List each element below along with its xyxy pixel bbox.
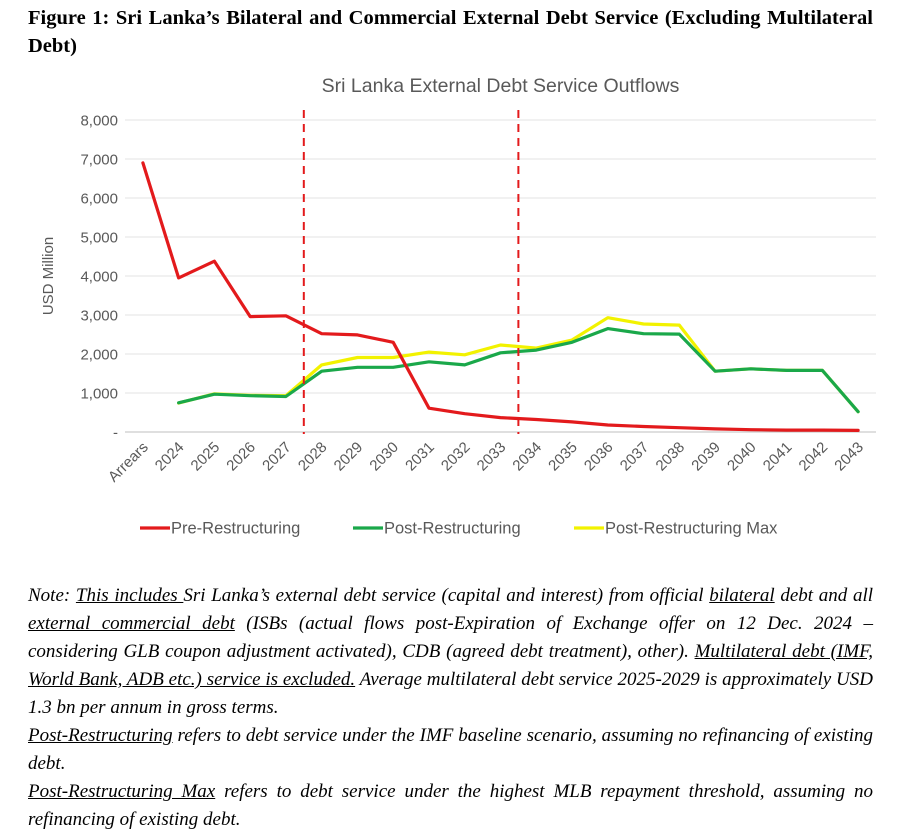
x-tick-label: 2041	[760, 439, 796, 475]
x-tick-label: 2043	[831, 439, 867, 475]
note-underline-3: external commercial debt	[28, 613, 235, 634]
legend-label: Pre-Restructuring	[171, 520, 300, 538]
x-tick-label: 2030	[366, 439, 402, 475]
x-tick-label: 2032	[438, 439, 474, 475]
note-post-restructuring-term: Post-Restructuring	[28, 725, 173, 746]
note-underline-2: bilateral	[709, 585, 775, 606]
x-tick-label: 2042	[796, 439, 832, 475]
note-post-restructuring-def: refers to debt service under the IMF bas…	[28, 725, 873, 774]
x-tick-label: 2040	[724, 439, 760, 475]
x-tick-label: 2037	[617, 439, 653, 475]
legend-label: Post-Restructuring Max	[605, 520, 778, 538]
x-tick-label: 2038	[653, 439, 689, 475]
chart-title: Sri Lanka External Debt Service Outflows	[322, 75, 680, 97]
x-tick-label: 2034	[509, 439, 545, 475]
y-tick-label: 5,000	[80, 230, 118, 247]
figure-title: Figure 1: Sri Lanka’s Bilateral and Comm…	[28, 7, 873, 57]
y-tick-label: 1,000	[80, 386, 118, 403]
x-tick-label: 2024	[152, 439, 188, 475]
y-tick-label: -	[113, 425, 118, 442]
x-tick-label: 2039	[688, 439, 724, 475]
note-underline-1: This includes	[75, 585, 184, 606]
x-tick-label: 2027	[259, 439, 295, 475]
note-underline-4: Multilateral debt (IMF, World Bank, ADB …	[28, 641, 873, 690]
x-tick-label: 2029	[331, 439, 367, 475]
x-tick-label: Arrears	[105, 439, 152, 486]
note-post-restructuring-max-def: refers to debt service under the highest…	[28, 781, 873, 830]
x-tick-label: 2026	[223, 439, 259, 475]
note-text-3: (ISBs (actual flows post-Expiration of E…	[28, 613, 874, 662]
x-tick-label: 2025	[188, 439, 224, 475]
series-line	[141, 161, 860, 432]
note-text-1: Sri Lanka’s external debt service (capit…	[183, 585, 710, 606]
legend-label: Post-Restructuring	[384, 520, 521, 538]
y-tick-label: 3,000	[80, 308, 118, 325]
x-tick-label: 2028	[295, 439, 331, 475]
y-tick-label: 4,000	[80, 269, 118, 286]
y-tick-label: 2,000	[80, 347, 118, 364]
note-paragraph-1: Note: This includes Sri Lanka’s external…	[28, 582, 873, 722]
note-post-restructuring-max-term: Post-Restructuring Max	[28, 781, 216, 802]
y-axis-label: USD Million	[40, 237, 57, 315]
chart-note: Note: This includes Sri Lanka’s external…	[28, 582, 873, 834]
y-tick-label: 6,000	[80, 191, 118, 208]
y-tick-label: 8,000	[80, 113, 118, 130]
x-tick-label: 2036	[581, 439, 617, 475]
note-paragraph-3: Post-Restructuring Max refers to debt se…	[28, 778, 873, 834]
note-text-4: Average multilateral debt service 2025-2…	[28, 669, 873, 718]
x-tick-label: 2033	[474, 439, 510, 475]
note-prefix: Note:	[28, 585, 76, 606]
line-chart: Sri Lanka External Debt Service Outflows…	[40, 75, 876, 538]
y-tick-label: 7,000	[80, 152, 118, 169]
x-tick-label: 2035	[545, 439, 581, 475]
note-paragraph-2: Post-Restructuring refers to debt servic…	[28, 722, 873, 778]
note-text-2: debt and all	[774, 585, 873, 606]
x-tick-label: 2031	[402, 439, 438, 475]
